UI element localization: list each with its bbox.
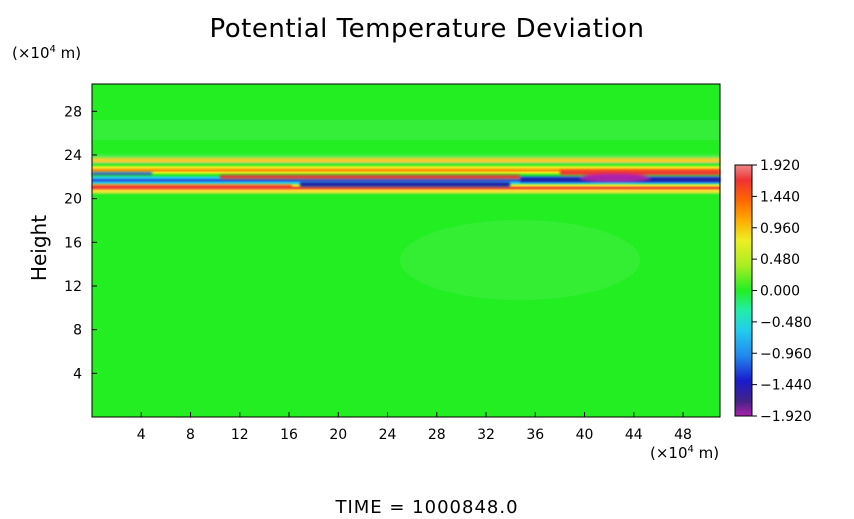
colorbar-tick-label: 1.440	[760, 189, 800, 205]
colorbar-tick-label: −1.440	[760, 378, 812, 394]
x-tick-label: 4	[137, 427, 146, 443]
y-tick-label: 4	[73, 366, 82, 382]
band-min-purple	[580, 174, 650, 182]
chart-title: Potential Temperature Deviation	[209, 14, 645, 44]
y-axis-ticks: 4 8 12 16 20 24 28	[64, 104, 97, 382]
colorbar	[734, 164, 753, 417]
colorbar-tick-label: 0.000	[760, 284, 800, 300]
colorbar-tick-label: −0.480	[760, 315, 812, 331]
x-tick-label: 48	[674, 427, 692, 443]
band-streak-blue-left	[92, 172, 152, 175]
time-readout: TIME = 1000848.0	[335, 497, 519, 518]
band-streak-red-right	[560, 170, 720, 175]
band-streak-red-left	[92, 185, 292, 189]
plot-frame	[91, 83, 721, 418]
colorbar-tick-label: −1.920	[760, 409, 812, 425]
colorbar-tick-label: −0.960	[760, 346, 812, 362]
x-tick-label: 12	[231, 427, 249, 443]
x-tick-label: 32	[477, 427, 495, 443]
y-axis-unit: (×104 m)	[12, 44, 82, 62]
colorbar-tick-label: 1.920	[760, 158, 800, 174]
field-band-details	[92, 158, 720, 193]
y-tick-label: 20	[64, 192, 82, 208]
colorbar-tick-label: 0.480	[760, 252, 800, 268]
heatmap-field	[91, 83, 721, 418]
band-streak-red-mid	[220, 175, 520, 179]
y-tick-label: 16	[64, 235, 82, 251]
x-axis-ticks: 4 8 12 16 20 24 28 32 36 40 44 48	[137, 412, 692, 443]
x-tick-label: 20	[329, 427, 347, 443]
x-tick-label: 44	[625, 427, 643, 443]
y-tick-label: 8	[73, 323, 82, 339]
x-tick-label: 8	[186, 427, 195, 443]
x-axis-unit: (×104 m)	[650, 444, 720, 462]
x-tick-label: 16	[280, 427, 298, 443]
colorbar-tick-label: 0.960	[760, 221, 800, 237]
band-streak-yellow	[92, 158, 720, 163]
x-tick-label: 40	[576, 427, 594, 443]
field-mid-wash	[400, 220, 640, 300]
band-streak-blue-mid	[300, 182, 510, 187]
x-tick-label: 28	[428, 427, 446, 443]
y-tick-label: 12	[64, 279, 82, 295]
y-tick-label: 24	[64, 148, 82, 164]
x-tick-label: 24	[379, 427, 397, 443]
band-streak-yellow-low	[92, 190, 720, 193]
colorbar-ticks: 1.920 1.440 0.960 0.480 0.000 −0.480 −0.960 −1.…	[752, 158, 812, 425]
y-tick-label: 28	[64, 104, 82, 120]
x-tick-label: 36	[526, 427, 544, 443]
